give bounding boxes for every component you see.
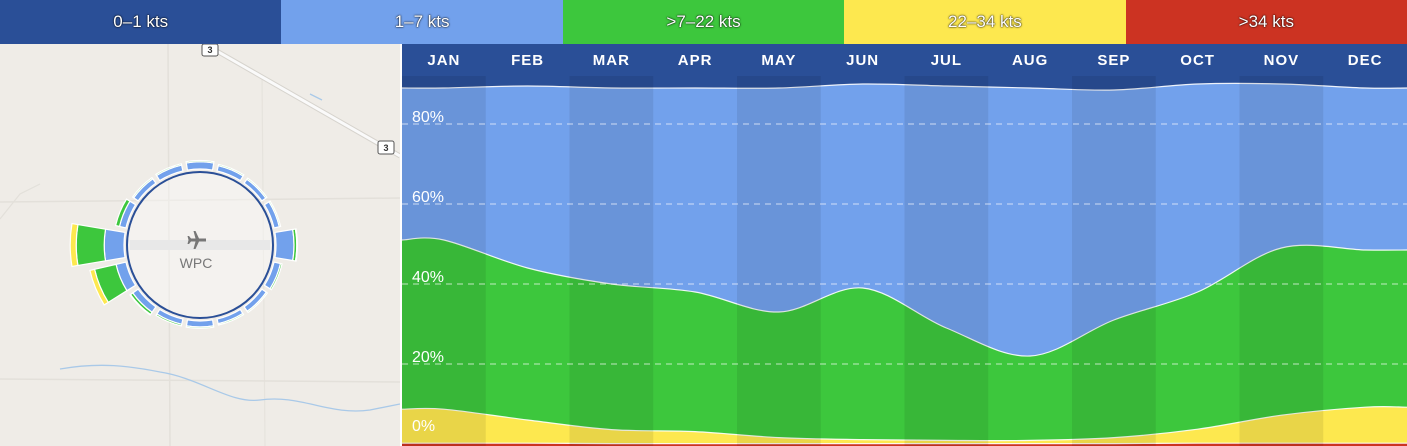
airplane-icon	[187, 231, 206, 249]
legend-calm-label: 0–1 kts	[113, 12, 169, 31]
month-label-feb: FEB	[511, 52, 544, 69]
month-band	[402, 44, 486, 446]
wind-rose-petal	[268, 200, 282, 228]
wind-rose-petal	[69, 222, 79, 268]
wind-rose-petal	[155, 163, 183, 177]
month-label-sep: SEP	[1097, 52, 1130, 69]
legend-calm: 0–1 kts	[0, 0, 282, 44]
boundary-line	[402, 406, 1407, 442]
wind-rose-petal	[274, 228, 295, 262]
wind-rose-petal	[246, 177, 268, 199]
road-shield-1: 3	[201, 44, 219, 57]
month-band	[1072, 44, 1156, 446]
month-band	[737, 44, 821, 446]
wind-rose-petal	[155, 313, 183, 327]
wind-rose-petal	[103, 228, 126, 262]
month-band	[904, 44, 989, 446]
month-labels: JAN FEB MAR APR MAY JUN JUL AUG SEP OCT NOV DEC	[427, 52, 1383, 69]
y-tick-label: 40%	[412, 269, 444, 286]
map-rivers	[59, 93, 400, 412]
y-tick-label: 80%	[412, 109, 444, 126]
road-shield-2: 3	[377, 140, 395, 155]
wind-rose-petal	[217, 312, 245, 326]
legend-strong-label: 22–34 kts	[948, 12, 1022, 31]
legend-moderate: >7–22 kts	[562, 0, 845, 44]
month-label-apr: APR	[678, 52, 713, 69]
legend-gale-label: >34 kts	[1238, 12, 1294, 31]
road-shield-2-label: 3	[383, 143, 388, 153]
wind-rose-petal	[185, 159, 215, 164]
wind-speed-legend: 0–1 kts 1–7 kts >7–22 kts 22–34 kts >34 …	[0, 0, 1407, 44]
runway	[130, 240, 270, 250]
wind-rose-petal	[269, 262, 283, 291]
boundary-line	[402, 237, 1407, 357]
airport-map[interactable]: 3 3 WPC	[0, 44, 400, 446]
month-bands	[402, 44, 1324, 446]
month-label-aug: AUG	[1012, 52, 1048, 69]
y-tick-label: 0%	[412, 418, 435, 435]
chart-canvas: 0% 20% 40% 60% 80% JAN FEB MAR APR MAY JUN JUL AUG S…	[402, 44, 1407, 446]
wind-rose-petal	[89, 268, 110, 306]
wind-rose-petal	[217, 163, 245, 177]
legend-light-label: 1–7 kts	[394, 12, 450, 31]
wind-rose-petal	[131, 176, 154, 199]
area-22-34-kts	[402, 406, 1407, 446]
y-tick-label: 20%	[412, 349, 444, 366]
wind-rose-circle	[126, 171, 274, 319]
y-tick-label: 60%	[412, 189, 444, 206]
wind-rose-petal	[129, 293, 152, 316]
map-roads	[0, 44, 400, 446]
wind-rose-petal	[294, 228, 298, 262]
boundary-line	[402, 82, 1407, 91]
month-label-jun: JUN	[846, 52, 879, 69]
wind-rose-petal	[246, 291, 269, 314]
month-label-jul: JUL	[931, 52, 962, 69]
map-canvas: 3 3 WPC	[0, 44, 400, 446]
chart-areas	[402, 44, 1407, 446]
month-band	[1239, 44, 1324, 446]
airport-code-label: WPC	[180, 255, 213, 271]
legend-light: 1–7 kts	[281, 0, 563, 44]
area-7-22-kts	[402, 237, 1407, 446]
month-label-oct: OCT	[1180, 52, 1215, 69]
wind-rose-petal	[185, 161, 215, 171]
month-label-may: MAY	[761, 52, 796, 69]
wind-rose-petal	[114, 198, 131, 228]
y-axis-ticks: 0% 20% 40% 60% 80%	[412, 109, 444, 435]
month-header	[402, 44, 1407, 76]
wind-rose-petal	[75, 223, 107, 267]
legend-gale: >34 kts	[1125, 0, 1407, 44]
wind-rose	[69, 159, 298, 329]
month-band	[569, 44, 654, 446]
month-label-dec: DEC	[1348, 52, 1383, 69]
monthly-wind-chart: 0% 20% 40% 60% 80% JAN FEB MAR APR MAY JUN JUL AUG S…	[402, 44, 1407, 446]
chart-gridlines	[402, 123, 1407, 365]
wind-rose-petal	[185, 325, 215, 329]
legend-moderate-label: >7–22 kts	[666, 12, 741, 31]
month-label-nov: NOV	[1264, 52, 1300, 69]
month-label-jan: JAN	[427, 52, 460, 69]
legend-strong: 22–34 kts	[844, 0, 1126, 44]
road-shield-1-label: 3	[207, 45, 212, 55]
month-label-mar: MAR	[593, 52, 630, 69]
